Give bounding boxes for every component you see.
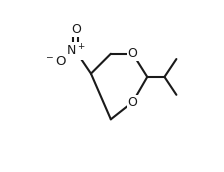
Text: $^-$O: $^-$O [44,55,68,68]
Text: O: O [128,96,138,109]
Text: N$^+$: N$^+$ [66,44,86,59]
Text: O: O [128,47,138,60]
Text: O: O [71,23,81,36]
